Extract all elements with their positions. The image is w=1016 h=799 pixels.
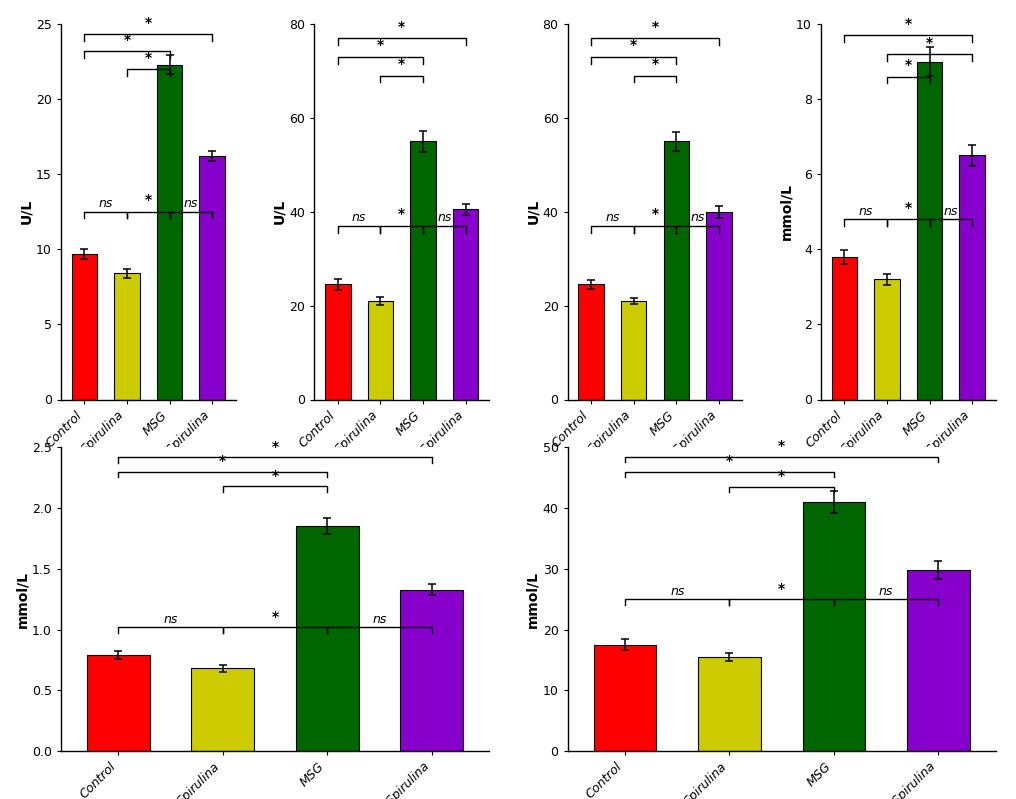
Bar [698, 657, 761, 751]
Text: ns: ns [99, 197, 113, 210]
Text: ns: ns [944, 205, 958, 218]
Text: *: * [905, 201, 912, 215]
Bar [578, 284, 604, 400]
Bar [410, 141, 436, 400]
Bar [191, 669, 254, 751]
Text: *: * [778, 439, 785, 453]
Text: *: * [398, 57, 405, 71]
Y-axis label: U/L: U/L [526, 199, 539, 225]
Bar [593, 645, 656, 751]
Bar [874, 280, 900, 400]
Text: ns: ns [859, 205, 873, 218]
Text: *: * [651, 57, 658, 71]
Y-axis label: mmol/L: mmol/L [526, 570, 539, 628]
Text: ns: ns [437, 212, 451, 225]
Text: *: * [905, 17, 912, 30]
Text: *: * [271, 610, 278, 623]
X-axis label: sGOT Levels: sGOT Levels [602, 539, 707, 555]
Bar [114, 273, 140, 400]
Text: ns: ns [879, 585, 893, 598]
Text: ns: ns [671, 585, 685, 598]
Bar [156, 65, 183, 400]
Text: *: * [219, 454, 227, 468]
Y-axis label: mmol/L: mmol/L [779, 183, 793, 240]
Bar [621, 301, 646, 400]
X-axis label: sGOT Levels: sGOT Levels [350, 539, 454, 555]
Bar [368, 301, 393, 400]
Bar [199, 156, 225, 400]
Text: *: * [271, 469, 278, 483]
Text: ns: ns [352, 212, 366, 225]
Text: *: * [905, 58, 912, 72]
Text: *: * [725, 454, 733, 468]
Bar [400, 590, 463, 751]
Bar [663, 141, 689, 400]
Text: *: * [124, 33, 131, 46]
Text: *: * [630, 38, 637, 52]
Bar [916, 62, 943, 400]
X-axis label: GGT  Levels: GGT Levels [99, 539, 198, 555]
Bar [706, 212, 732, 400]
Text: *: * [778, 469, 785, 483]
X-axis label: Uric Acid Levels: Uric Acid Levels [840, 539, 976, 555]
Bar [959, 156, 986, 400]
Bar [296, 527, 359, 751]
Text: *: * [926, 35, 933, 50]
Text: *: * [144, 50, 151, 65]
Text: *: * [271, 439, 278, 454]
Bar [453, 209, 479, 400]
Text: *: * [144, 193, 151, 207]
Text: *: * [651, 19, 658, 34]
Text: ns: ns [184, 197, 198, 210]
Text: *: * [651, 207, 658, 221]
Text: *: * [377, 38, 384, 52]
Bar [832, 256, 858, 400]
Bar [87, 655, 149, 751]
Text: *: * [144, 16, 151, 30]
Text: *: * [398, 207, 405, 221]
Text: *: * [778, 582, 785, 595]
Text: ns: ns [164, 613, 178, 626]
Bar [71, 254, 98, 400]
Bar [803, 502, 866, 751]
Text: ns: ns [606, 212, 620, 225]
Text: *: * [398, 19, 405, 34]
Text: ns: ns [691, 212, 705, 225]
Bar [325, 284, 351, 400]
Y-axis label: mmol/L: mmol/L [15, 570, 29, 628]
Y-axis label: U/L: U/L [19, 199, 34, 225]
Y-axis label: U/L: U/L [272, 199, 287, 225]
Bar [907, 570, 969, 751]
Text: ns: ns [372, 613, 386, 626]
